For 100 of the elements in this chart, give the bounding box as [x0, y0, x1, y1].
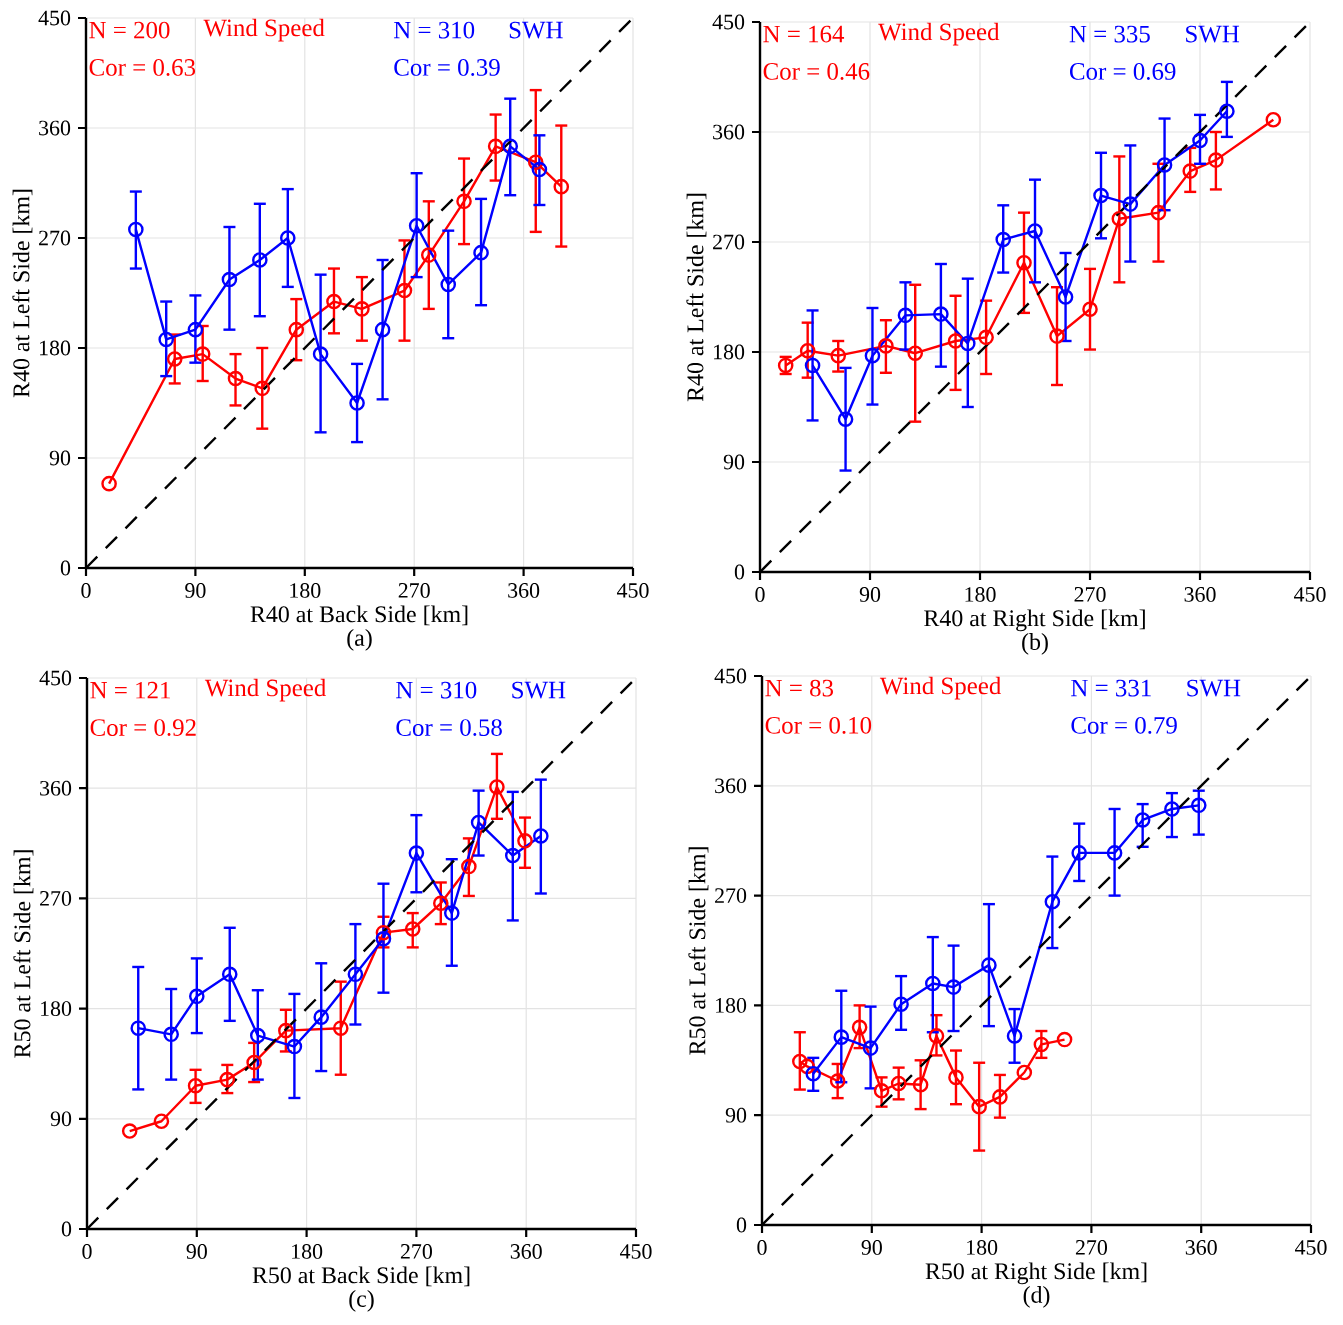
point [1111, 210, 1128, 227]
text: Wind Speed [204, 678, 327, 702]
point [1150, 204, 1167, 221]
point [254, 380, 271, 397]
point [907, 345, 924, 362]
text: SWH [512, 681, 566, 699]
x-tick-label: 180 [290, 583, 321, 598]
x-tick-label: 180 [967, 1240, 998, 1255]
y-tick-label: 270 [39, 230, 71, 246]
x-tick-label: 180 [965, 587, 996, 602]
y-tick-label: 360 [713, 124, 745, 140]
point [443, 905, 460, 921]
point [890, 1075, 907, 1092]
point [948, 1069, 964, 1086]
point [246, 1054, 262, 1071]
point [278, 1022, 294, 1039]
text: (d) [1023, 1286, 1050, 1308]
y-tick-label: 180 [40, 340, 71, 356]
point [1106, 845, 1123, 861]
point [349, 395, 365, 411]
point [1006, 1028, 1023, 1044]
x-tick-label: 0 [81, 583, 91, 598]
point [250, 1027, 266, 1044]
point [440, 276, 457, 293]
point [862, 1040, 879, 1056]
point [504, 847, 521, 864]
y-tick-label: 0 [61, 1221, 72, 1237]
point [804, 357, 821, 374]
x-tick-label: 360 [508, 583, 540, 598]
point [945, 979, 962, 995]
y-tick-label: 360 [39, 120, 71, 136]
point [533, 828, 549, 844]
y-tick-label: 450 [712, 14, 745, 30]
text: Wind Speed [878, 22, 1000, 46]
x-tick-label: 360 [510, 1244, 542, 1259]
y-tick-label: 450 [38, 10, 71, 26]
point [473, 244, 489, 261]
point [187, 1077, 204, 1094]
y-axis-title: R50 at Left Side [km] [688, 847, 709, 1055]
point [153, 1113, 170, 1130]
y-tick-label: 450 [39, 670, 72, 686]
point [995, 231, 1012, 248]
x-axis-title: R50 at Back Side [km] [252, 1266, 470, 1287]
x-tick-label: 180 [292, 1244, 323, 1259]
x-tick-label: 270 [1074, 587, 1106, 602]
point [326, 293, 342, 310]
point [864, 347, 881, 364]
x-tick-label: 90 [186, 1244, 207, 1259]
y-tick-label: 270 [715, 888, 747, 903]
point [279, 230, 296, 246]
point [981, 957, 997, 973]
point [1057, 289, 1074, 305]
point [252, 252, 268, 268]
x-axis-title: R40 at Back Side [km] [250, 605, 468, 626]
y-axis-title: R50 at Left Side [km] [13, 850, 34, 1058]
point [286, 1038, 303, 1055]
point [1056, 1031, 1073, 1048]
point [873, 1083, 890, 1099]
point [456, 193, 472, 210]
y-tick-label: 360 [40, 780, 72, 796]
point [166, 351, 183, 367]
text: (a) [347, 629, 372, 651]
point [878, 338, 894, 354]
x-tick-label: 90 [859, 587, 881, 602]
point [531, 161, 548, 178]
annotation: Cor = 0.92 [90, 719, 196, 737]
point [897, 307, 914, 324]
point [312, 346, 329, 362]
point [833, 1029, 850, 1045]
y-tick-label: 90 [723, 454, 745, 470]
point [1208, 152, 1224, 168]
point [288, 321, 305, 338]
point [470, 814, 487, 831]
point [1134, 812, 1151, 828]
point [374, 321, 391, 338]
annotation: N = 331 [1071, 679, 1151, 697]
point [527, 154, 544, 171]
point [194, 346, 211, 362]
point [912, 1076, 929, 1093]
x-axis-title: R50 at Right Side [km] [925, 1262, 1147, 1285]
point [489, 779, 505, 795]
point [925, 975, 941, 992]
point [1016, 1064, 1033, 1081]
point [408, 845, 425, 861]
point [553, 178, 570, 195]
point [517, 833, 533, 849]
point [928, 1028, 945, 1044]
y-tick-label: 90 [50, 1111, 72, 1127]
y-tick-label: 0 [736, 1217, 747, 1233]
point [128, 221, 144, 238]
text: (b) [1022, 633, 1048, 655]
point [408, 217, 425, 234]
x-tick-label: 450 [1294, 587, 1326, 602]
y-tick-label: 0 [734, 564, 745, 580]
y-axis-title: R40 at Left Side [km] [686, 193, 707, 402]
point [221, 271, 238, 288]
point [799, 1058, 815, 1075]
point [1049, 328, 1065, 344]
y-tick-label: 180 [716, 998, 747, 1013]
y-axis-title: R40 at Left Side [km] [12, 189, 33, 398]
